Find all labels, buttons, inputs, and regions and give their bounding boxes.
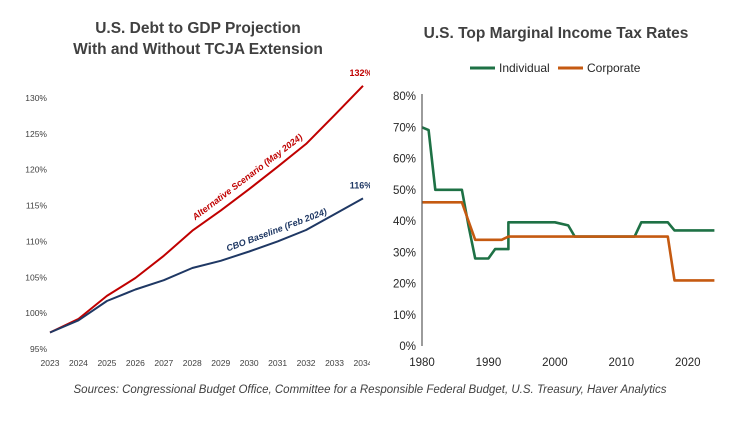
right-y-tick-label: 40% [393, 216, 416, 228]
right-y-tick-label: 50% [393, 185, 416, 197]
source-note: Sources: Congressional Budget Office, Co… [73, 384, 667, 396]
left-y-tick-label: 130% [25, 93, 47, 103]
left-y-tick-label: 120% [25, 165, 47, 175]
series-line-corporate [422, 201, 715, 282]
left-x-tick-label: 2033 [325, 358, 344, 368]
right-y-tick-label: 60% [393, 154, 416, 166]
left-y-tick-label: 125% [25, 129, 47, 139]
left-x-tick-label: 2031 [268, 358, 287, 368]
cbo-baseline-series-label: CBO Baseline (Feb 2024) [225, 206, 328, 253]
series-line-alternative-scenario-may-2024 [49, 85, 364, 334]
left-x-tick-label: 2026 [126, 358, 145, 368]
right-y-tick-label: 10% [393, 310, 416, 322]
tax-rates-chart: U.S. Top Marginal Income Tax Rates Indiv… [393, 25, 715, 369]
right-y-tick-label: 20% [393, 279, 416, 291]
alternative-scenario-series-label: Alternative Scenario (May 2024) [190, 132, 305, 223]
right-x-tick-label: 1980 [409, 357, 435, 369]
cbo-baseline-end-label: 116% [350, 180, 370, 190]
left-chart-subtitle: With and Without TCJA Extension [73, 41, 323, 58]
right-y-tick-label: 0% [399, 341, 416, 353]
series-line-cbo-baseline-feb-2024 [49, 197, 364, 334]
left-chart-title: U.S. Debt to GDP Projection [95, 20, 301, 37]
left-y-tick-label: 105% [25, 272, 47, 282]
left-y-tick-label: 100% [25, 308, 47, 318]
right-x-tick-label: 1990 [476, 357, 502, 369]
right-y-tick-label: 70% [393, 122, 416, 134]
left-x-tick-label: 2032 [297, 358, 316, 368]
right-x-tick-label: 2020 [675, 357, 701, 369]
left-y-tick-label: 95% [30, 344, 47, 354]
right-x-tick-label: 2010 [609, 357, 635, 369]
right-y-tick-label: 30% [393, 247, 416, 259]
left-y-tick-label: 110% [26, 236, 48, 246]
left-x-tick-label: 2028 [183, 358, 202, 368]
series-line-individual [421, 126, 715, 260]
left-y-tick-label: 115% [26, 201, 48, 211]
debt-to-gdp-chart: U.S. Debt to GDP Projection With and Wit… [25, 20, 370, 368]
right-x-tick-label: 2000 [542, 357, 568, 369]
right-legend: Individual Corporate [470, 61, 641, 75]
legend-label-individual: Individual [499, 61, 550, 75]
left-x-tick-label: 2024 [69, 358, 88, 368]
left-x-tick-label: 2029 [211, 358, 230, 368]
left-x-tick-label: 2025 [97, 358, 116, 368]
left-x-tick-label: 2030 [240, 358, 259, 368]
alternative-scenario-end-label: 132% [349, 68, 370, 78]
left-x-tick-label: 2027 [154, 358, 173, 368]
right-chart-title: U.S. Top Marginal Income Tax Rates [424, 25, 689, 42]
legend-label-corporate: Corporate [587, 61, 641, 75]
left-x-tick-label: 2034 [354, 358, 370, 368]
left-x-tick-label: 2023 [41, 358, 60, 368]
right-y-tick-label: 80% [393, 91, 416, 103]
